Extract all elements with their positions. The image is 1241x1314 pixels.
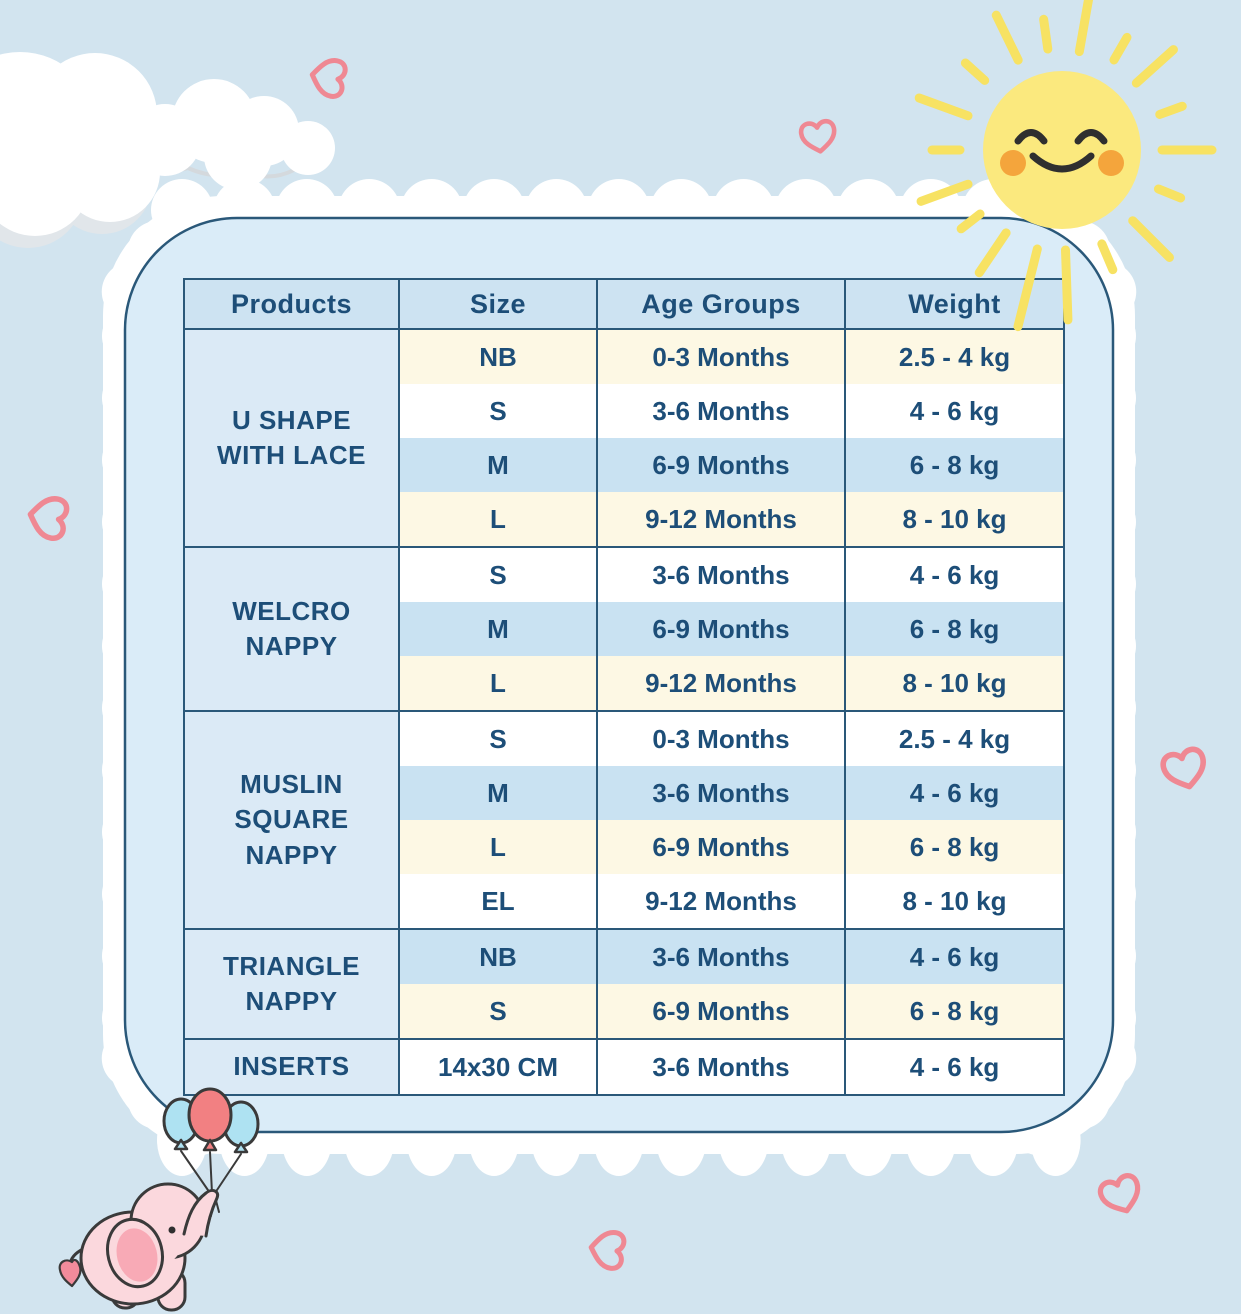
size-cell: M [398, 438, 598, 492]
column-header-weight: Weight [844, 278, 1065, 330]
weight-cell: 6 - 8 kg [844, 438, 1065, 492]
age-cell: 3-6 Months [596, 766, 846, 820]
size-cell: 14x30 CM [398, 1038, 598, 1096]
heart-icon [27, 496, 70, 541]
table-row: M 6-9 Months 6 - 8 kg [184, 602, 1065, 656]
table-row: S 3-6 Months 4 - 6 kg [184, 384, 1065, 438]
column-header-age-groups: Age Groups [596, 278, 846, 330]
product-group-cell: TRIANGLE NAPPY [183, 928, 400, 1040]
table-row: MUSLIN SQUARE NAPPY S 0-3 Months 2.5 - 4… [183, 710, 1065, 930]
age-cell: 0-3 Months [596, 710, 846, 766]
weight-cell: 4 - 6 kg [844, 1038, 1065, 1096]
age-cell: 9-12 Months [596, 656, 846, 711]
table-row: L 6-9 Months 6 - 8 kg [184, 820, 1065, 874]
weight-cell: 6 - 8 kg [844, 820, 1065, 874]
age-cell: 9-12 Months [596, 874, 846, 929]
age-cell: 6-9 Months [596, 820, 846, 874]
size-cell: S [398, 984, 598, 1039]
weight-cell: 4 - 6 kg [844, 546, 1065, 602]
size-cell: NB [398, 928, 598, 984]
heart-icon [1097, 1173, 1141, 1214]
table-header-row: Products Size Age Groups Weight [183, 278, 1065, 330]
column-header-products: Products [183, 278, 400, 330]
age-cell: 6-9 Months [596, 984, 846, 1039]
table-row: L 9-12 Months 8 - 10 kg [184, 492, 1065, 547]
size-cell: EL [398, 874, 598, 929]
size-cell: L [398, 820, 598, 874]
table-row: U SHAPE WITH LACE NB 0-3 Months 2.5 - 4 … [183, 328, 1065, 548]
table-row: INSERTS 14x30 CM 3-6 Months 4 - 6 kg [183, 1038, 1065, 1096]
column-header-size: Size [398, 278, 598, 330]
size-cell: M [398, 602, 598, 656]
size-cell: L [398, 656, 598, 711]
size-chart-table: Products Size Age Groups Weight U SHAPE … [183, 278, 1065, 1096]
weight-cell: 6 - 8 kg [844, 602, 1065, 656]
weight-cell: 8 - 10 kg [844, 492, 1065, 547]
size-cell: S [398, 546, 598, 602]
table-row: M 6-9 Months 6 - 8 kg [184, 438, 1065, 492]
table-row: L 9-12 Months 8 - 10 kg [184, 656, 1065, 711]
size-cell: S [398, 384, 598, 438]
age-cell: 3-6 Months [596, 928, 846, 984]
age-cell: 3-6 Months [596, 1038, 846, 1096]
cloud-icon [0, 52, 335, 248]
weight-cell: 8 - 10 kg [844, 874, 1065, 929]
table-row: WELCRO NAPPY S 3-6 Months 4 - 6 kg [183, 546, 1065, 712]
size-cell: S [398, 710, 598, 766]
product-group-cell: U SHAPE WITH LACE [183, 328, 400, 548]
age-cell: 6-9 Months [596, 438, 846, 492]
product-group-cell: WELCRO NAPPY [183, 546, 400, 712]
age-cell: 3-6 Months [596, 384, 846, 438]
heart-icon [1160, 746, 1206, 790]
product-group-cell: MUSLIN SQUARE NAPPY [183, 710, 400, 930]
weight-cell: 4 - 6 kg [844, 384, 1065, 438]
size-cell: L [398, 492, 598, 547]
heart-icon [588, 1229, 627, 1271]
heart-icon [798, 118, 837, 154]
age-cell: 3-6 Months [596, 546, 846, 602]
size-cell: NB [398, 328, 598, 384]
table-row: S 6-9 Months 6 - 8 kg [184, 984, 1065, 1039]
product-group-cell: INSERTS [183, 1038, 400, 1096]
table-row: EL 9-12 Months 8 - 10 kg [184, 874, 1065, 929]
weight-cell: 4 - 6 kg [844, 928, 1065, 984]
age-cell: 0-3 Months [596, 328, 846, 384]
size-cell: M [398, 766, 598, 820]
age-cell: 9-12 Months [596, 492, 846, 547]
weight-cell: 2.5 - 4 kg [844, 710, 1065, 766]
table-row: M 3-6 Months 4 - 6 kg [184, 766, 1065, 820]
heart-icon [309, 58, 348, 99]
weight-cell: 6 - 8 kg [844, 984, 1065, 1039]
weight-cell: 8 - 10 kg [844, 656, 1065, 711]
table-row: TRIANGLE NAPPY NB 3-6 Months 4 - 6 kg [183, 928, 1065, 1040]
age-cell: 6-9 Months [596, 602, 846, 656]
weight-cell: 2.5 - 4 kg [844, 328, 1065, 384]
weight-cell: 4 - 6 kg [844, 766, 1065, 820]
